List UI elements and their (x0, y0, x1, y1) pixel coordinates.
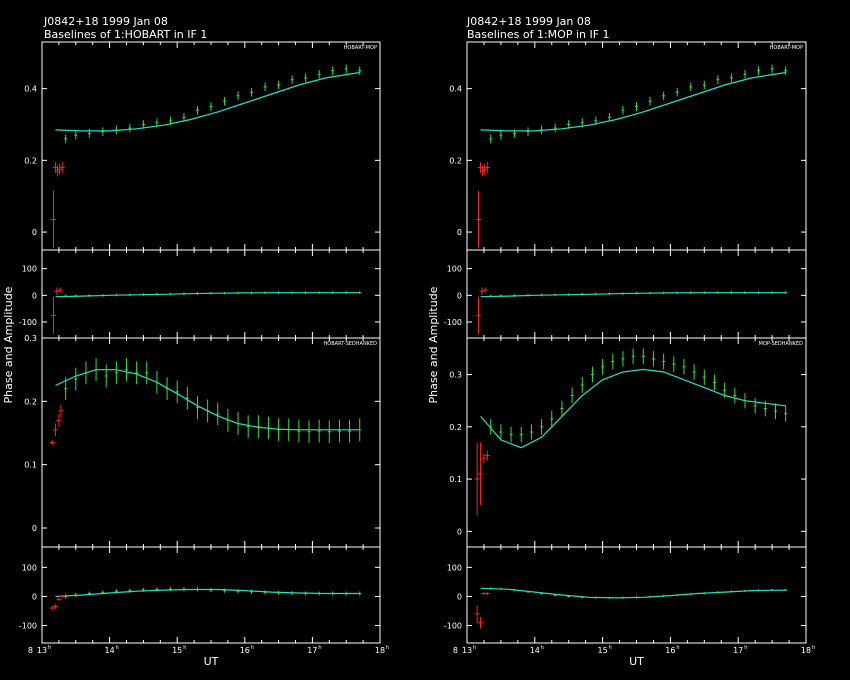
model-curve (480, 587, 786, 599)
y-tick-label: 0.1 (24, 461, 37, 470)
x-axis-label: UT (629, 655, 644, 668)
y-tick-label: 0.4 (449, 85, 462, 94)
model-curve (480, 71, 786, 132)
y-tick-label: 0.1 (449, 475, 462, 484)
x-tick-label: 16 (240, 646, 250, 655)
panel-2: -100 0 100 (19, 249, 381, 339)
x-tick-label: 15 (172, 646, 182, 655)
x-tick-hour-mark: h (48, 645, 51, 651)
model-curve (55, 292, 360, 298)
y-tick-label: 0 (457, 527, 462, 536)
model-curve (480, 292, 786, 298)
panel-2: -100 0 100 (444, 249, 807, 339)
y-axis-label: Phase and Amplitude (427, 286, 440, 403)
y-tick-label: 0 (32, 291, 37, 300)
y-tick-label: 0.2 (449, 156, 462, 165)
y-tick-label: 0 (457, 592, 462, 601)
x-day-prefix: 8 (453, 646, 458, 655)
baseline-label: HOBART-MOP (344, 45, 377, 51)
x-tick-hour-mark: h (744, 645, 747, 651)
x-tick-label: 16 (665, 646, 675, 655)
x-tick-label: 14 (105, 646, 115, 655)
chart-subtitle: Baselines of 1:HOBART in IF 1 (44, 28, 207, 41)
y-tick-label: 100 (22, 265, 37, 274)
panel-4: -100 0 100 (444, 546, 807, 644)
panel-4: -100 0 100 (19, 546, 381, 644)
x-tick-hour-mark: h (676, 645, 679, 651)
panel-3: 0 0.1 0.2 0.3 HOBART-SEDHANKED (24, 334, 381, 548)
y-tick-label: 0 (457, 291, 462, 300)
y-tick-label: 0 (457, 228, 462, 237)
panel-1: 0 0.2 0.4 HOBART-MOP (24, 41, 381, 251)
x-tick-label: 18 (801, 646, 811, 655)
x-tick-hour-mark: h (473, 645, 476, 651)
chart-title: J0842+18 1999 Jan 08 (43, 15, 168, 28)
x-tick-hour-mark: h (541, 645, 544, 651)
y-axis-label: Phase and Amplitude (2, 286, 15, 403)
x-tick-label: 13 (462, 646, 472, 655)
x-tick-label: 17 (307, 646, 317, 655)
y-tick-label: 100 (447, 563, 462, 572)
baseline-label: HOBART-MOP (770, 45, 803, 51)
baseline-label: MOP-SEDHANKED (759, 341, 804, 347)
model-curve (55, 71, 360, 132)
panel-frame (466, 41, 807, 251)
baseline-label: HOBART-SEDHANKED (324, 341, 378, 347)
panel-frame (41, 546, 381, 644)
y-tick-label: 0.2 (449, 423, 462, 432)
y-tick-label: 0.3 (24, 334, 37, 343)
x-tick-hour-mark: h (609, 645, 612, 651)
x-tick-label: 14 (530, 646, 540, 655)
model-curve (480, 368, 786, 449)
x-tick-hour-mark: h (251, 645, 254, 651)
x-tick-hour-mark: h (812, 645, 815, 651)
y-tick-label: 100 (447, 265, 462, 274)
x-tick-label: 17 (733, 646, 743, 655)
y-tick-label: 0 (32, 524, 37, 533)
y-tick-label: 0 (32, 592, 37, 601)
x-tick-hour-mark: h (183, 645, 186, 651)
y-tick-label: 0.3 (449, 371, 462, 380)
y-tick-label: 0.4 (24, 85, 37, 94)
y-tick-label: 0 (32, 228, 37, 237)
panel-frame (41, 41, 381, 251)
panel-frame (466, 337, 807, 548)
y-tick-label: -100 (19, 622, 37, 631)
y-tick-label: -100 (444, 622, 462, 631)
x-tick-hour-mark: h (386, 645, 389, 651)
x-tick-label: 18 (375, 646, 385, 655)
chart-title: J0842+18 1999 Jan 08 (466, 15, 591, 28)
y-tick-label: -100 (19, 318, 37, 327)
y-tick-label: 0.2 (24, 397, 37, 406)
x-day-prefix: 8 (28, 646, 33, 655)
y-tick-label: 0.2 (24, 156, 37, 165)
x-tick-label: 15 (598, 646, 608, 655)
panel-3: 0 0.1 0.2 0.3 MOP-SEDHANKED (449, 337, 807, 548)
y-tick-label: -100 (444, 318, 462, 327)
panel-frame (466, 546, 807, 644)
x-tick-label: 13 (37, 646, 47, 655)
panel-1: 0 0.2 0.4 HOBART-MOP (449, 41, 807, 251)
chart-subtitle: Baselines of 1:MOP in IF 1 (467, 28, 610, 41)
model-curve (55, 588, 360, 598)
y-tick-label: 100 (22, 563, 37, 572)
x-tick-hour-mark: h (318, 645, 321, 651)
x-axis-label: UT (204, 655, 219, 668)
x-tick-hour-mark: h (116, 645, 119, 651)
